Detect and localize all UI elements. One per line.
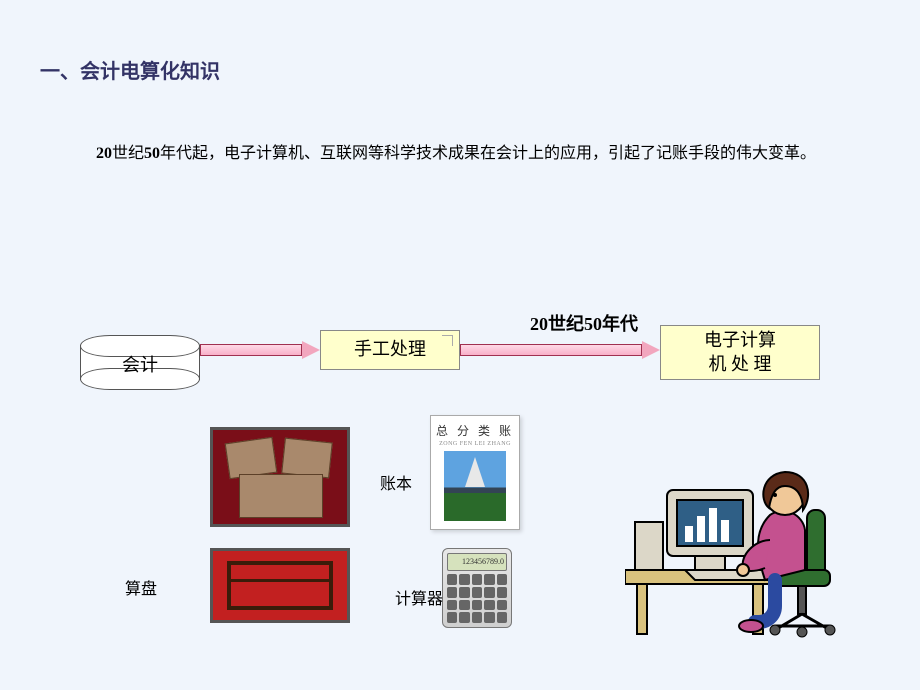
calc-key <box>484 612 494 623</box>
calc-key <box>459 612 469 623</box>
ledger-book-1 <box>225 437 278 479</box>
era-label: 20世纪50年代 <box>530 310 638 336</box>
calc-key <box>497 600 507 611</box>
calc-key <box>497 612 507 623</box>
computer-user-svg <box>625 430 855 640</box>
book-title: 总 分 类 账 <box>436 422 514 439</box>
cylinder-label: 会计 <box>80 351 200 377</box>
desk-leg-1 <box>637 584 647 634</box>
arrow-2 <box>460 341 660 359</box>
intro-paragraph: 20世纪50年代起，电子计算机、互联网等科学技术成果在会计上的应用，引起了记账手… <box>80 140 860 167</box>
calc-key <box>447 587 457 598</box>
chart-bar-1 <box>685 526 693 542</box>
arrow-1-bar <box>200 344 302 356</box>
arrow-1 <box>200 341 320 359</box>
calc-key <box>472 600 482 611</box>
chair-post <box>798 586 806 614</box>
arrow-2-head <box>642 341 660 359</box>
calculator-illustration: 123456789.0 <box>442 548 512 628</box>
calculator-label: 计算器 <box>395 585 443 609</box>
box-computer-text-1: 电子计算 <box>704 329 776 352</box>
calc-key <box>484 587 494 598</box>
ledger-book-2 <box>281 438 333 479</box>
abacus-bar <box>231 579 329 582</box>
calc-key <box>459 587 469 598</box>
calc-key <box>497 587 507 598</box>
intro-num-50: 50 <box>144 145 160 162</box>
box-computer-processing-full: 电子计算 机 处 理 <box>660 325 820 380</box>
box-computer-text-2: 机 处 理 <box>709 353 772 376</box>
person-eye <box>773 493 777 497</box>
person-shoe <box>739 620 763 632</box>
abacus-frame <box>227 561 333 610</box>
slide-page: 一、会计电算化知识 20世纪50年代起，电子计算机、互联网等科学技术成果在会计上… <box>0 0 920 690</box>
section-heading: 一、会计电算化知识 <box>40 55 220 84</box>
chart-bar-2 <box>697 516 705 542</box>
ledger-book-3 <box>239 474 323 518</box>
arrow-2-bar <box>460 344 642 356</box>
book-cover: 总 分 类 账 ZONG FEN LEI ZHANG <box>430 415 520 530</box>
calc-key <box>484 574 494 585</box>
era-label-text: 20世纪50年代 <box>530 314 638 334</box>
calc-key <box>497 574 507 585</box>
chair-wheel-2 <box>825 625 835 635</box>
chair-wheel-3 <box>797 627 807 637</box>
calc-key <box>459 574 469 585</box>
calculator-keys <box>447 574 507 623</box>
calc-key <box>447 574 457 585</box>
calc-key <box>472 612 482 623</box>
book-cover-image <box>444 451 506 521</box>
box-manual-processing: 手工处理 <box>320 330 460 370</box>
abacus-label: 算盘 <box>125 575 157 599</box>
book-subtitle: ZONG FEN LEI ZHANG <box>439 441 511 447</box>
intro-text-1: 世纪 <box>112 145 144 162</box>
monitor-stand <box>695 556 725 570</box>
person-hand <box>737 564 749 576</box>
calculator-screen: 123456789.0 <box>447 553 507 571</box>
chart-bar-3 <box>709 508 717 542</box>
calc-key <box>472 574 482 585</box>
abacus-photo <box>210 548 350 623</box>
chart-bar-4 <box>721 520 729 542</box>
calc-key <box>472 587 482 598</box>
calc-key <box>459 600 469 611</box>
ledgers-photo <box>210 427 350 527</box>
calc-key <box>447 600 457 611</box>
cylinder-accounting: 会计 <box>80 335 200 390</box>
computer-user-illustration <box>625 430 855 640</box>
calc-key <box>484 600 494 611</box>
intro-text-2: 年代起，电子计算机、互联网等科学技术成果在会计上的应用，引起了记账手段的伟大变革… <box>160 145 816 162</box>
calc-key <box>447 612 457 623</box>
arrow-1-head <box>302 341 320 359</box>
box-manual-label: 手工处理 <box>354 338 426 361</box>
intro-num-20: 20 <box>96 145 112 162</box>
pc-tower <box>635 522 663 570</box>
chair-wheel-1 <box>770 625 780 635</box>
ledgers-label: 账本 <box>380 470 412 494</box>
